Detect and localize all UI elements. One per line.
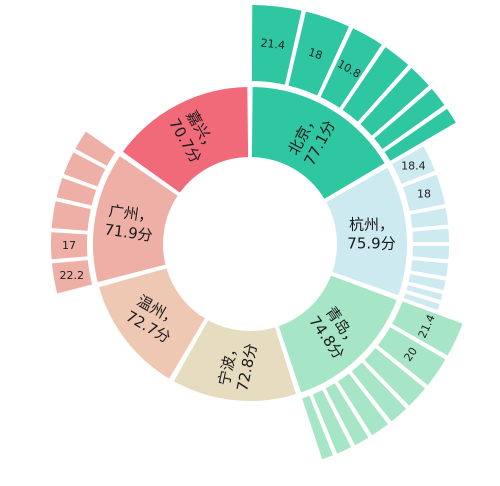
outer-segment-1-0 [389, 143, 438, 187]
outer-segment-2-4 [335, 370, 391, 439]
outer-segment-3-0 [49, 257, 95, 296]
outer-segment-1-3 [410, 226, 452, 245]
outer-label-0-1: 18 [307, 46, 324, 63]
outer-label-1-1: 18 [417, 188, 431, 201]
inner-ring [91, 84, 409, 403]
inner-label-1: 杭州， 75.9分 [347, 215, 395, 252]
outer-segment-0-2 [317, 25, 385, 111]
outer-segment-1-7 [403, 282, 446, 303]
outer-segment-2-0 [389, 298, 466, 359]
outer-segment-0-5 [371, 86, 448, 152]
outer-segment-3-5 [72, 128, 119, 169]
outer-segment-0-3 [339, 44, 412, 125]
inner-slice-1 [323, 165, 409, 298]
inner-slice-2 [276, 272, 400, 396]
inner-slice-6 [120, 84, 251, 196]
outer-segment-2-6 [310, 387, 354, 457]
outer-segment-1-5 [408, 257, 451, 279]
inner-slice-3 [171, 317, 299, 403]
outer-segment-2-1 [375, 324, 449, 388]
outer-label-3-1: 17 [62, 239, 76, 252]
outer-segment-0-0 [249, 2, 304, 88]
outer-segment-3-1 [49, 230, 90, 262]
outer-segment-2-7 [299, 393, 336, 462]
outer-segment-1-6 [406, 271, 448, 293]
outer-label-0-0: 21.4 [260, 36, 286, 52]
inner-slice-4 [96, 265, 208, 382]
outer-segment-3-2 [49, 198, 94, 233]
inner-slice-0 [249, 84, 388, 202]
inner-label-5: 广州，71.9分 [103, 202, 156, 245]
outer-segment-0-1 [286, 9, 352, 99]
outer-segment-2-2 [361, 345, 428, 409]
outer-segment-1-1 [400, 172, 448, 214]
outer-segment-2-3 [348, 359, 409, 425]
outer-segment-2-5 [322, 380, 372, 448]
outer-label-1-0: 18.4 [401, 160, 426, 173]
outer-segment-3-4 [61, 149, 108, 190]
outer-label-3-0: 22.2 [59, 269, 84, 282]
inner-slice-5 [91, 153, 181, 285]
outer-segment-1-2 [408, 205, 451, 231]
outer-segment-0-4 [357, 65, 432, 139]
outer-segment-0-6 [381, 105, 459, 164]
outer-ring [49, 2, 466, 462]
outer-segment-1-4 [410, 243, 452, 262]
outer-segment-3-3 [54, 175, 99, 208]
outer-segment-1-8 [401, 290, 443, 313]
